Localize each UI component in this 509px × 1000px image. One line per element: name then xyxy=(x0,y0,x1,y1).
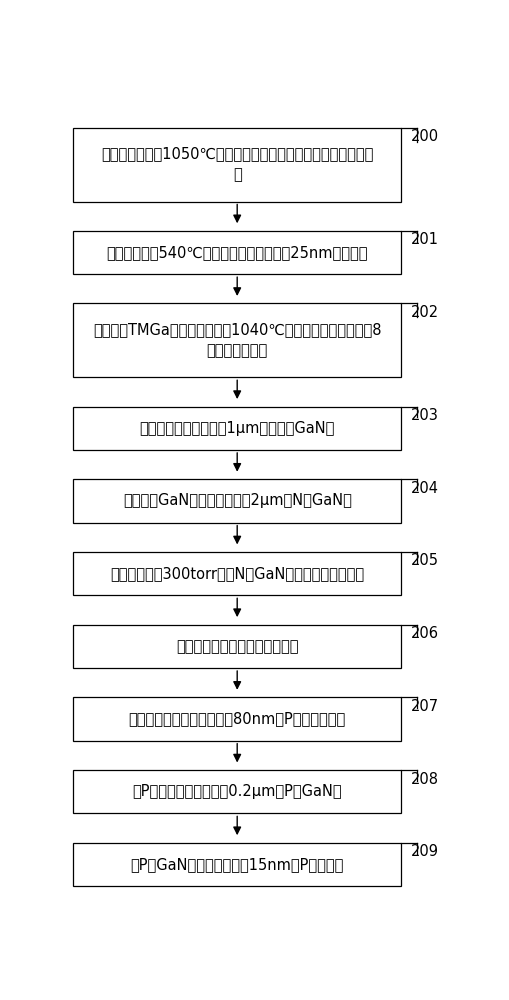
Text: 207: 207 xyxy=(411,699,439,714)
Bar xyxy=(73,552,401,595)
Text: 209: 209 xyxy=(411,844,439,859)
Text: 205: 205 xyxy=(411,553,439,568)
Text: 在应力释放层上生长多量子阱层: 在应力释放层上生长多量子阱层 xyxy=(176,639,298,654)
Text: 206: 206 xyxy=(411,626,439,641)
Bar xyxy=(73,128,401,202)
Text: 将压力控制在300torr，在N型GaN层上生长应力释放层: 将压力控制在300torr，在N型GaN层上生长应力释放层 xyxy=(110,566,364,581)
Bar xyxy=(73,697,401,741)
Bar xyxy=(73,303,401,377)
Bar xyxy=(73,625,401,668)
Text: 在P型电子阻挡层上生长0.2μm的P型GaN层: 在P型电子阻挡层上生长0.2μm的P型GaN层 xyxy=(132,784,342,799)
Text: 在缓冲层上生长厚度为1μm的未掺杂GaN层: 在缓冲层上生长厚度为1μm的未掺杂GaN层 xyxy=(139,421,335,436)
Text: 将温度控制为540℃，在衬底上生长厚度为25nm的缓冲层: 将温度控制为540℃，在衬底上生长厚度为25nm的缓冲层 xyxy=(106,245,368,260)
Text: 203: 203 xyxy=(411,408,439,423)
Text: 在P型GaN层上生长厚度为15nm的P型接触层: 在P型GaN层上生长厚度为15nm的P型接触层 xyxy=(130,857,344,872)
Text: 208: 208 xyxy=(411,772,439,787)
Text: 在多量子阱层上生长厚度为80nm的P型电子阻挡层: 在多量子阱层上生长厚度为80nm的P型电子阻挡层 xyxy=(129,712,346,727)
Text: 204: 204 xyxy=(411,481,439,496)
Bar xyxy=(73,407,401,450)
Text: 停止通入TMGa，将温度控制在1040℃，对缓冲层在原位进行8
分钟的退火处理: 停止通入TMGa，将温度控制在1040℃，对缓冲层在原位进行8 分钟的退火处理 xyxy=(93,322,381,358)
Text: 在未掺杂GaN层上生长厚度为2μm的N型GaN层: 在未掺杂GaN层上生长厚度为2μm的N型GaN层 xyxy=(123,493,352,508)
Text: 将衬底在温度为1050℃的纯氢气气氛里进行退火，并进行氮化处
理: 将衬底在温度为1050℃的纯氢气气氛里进行退火，并进行氮化处 理 xyxy=(101,147,374,183)
Text: 202: 202 xyxy=(411,305,439,320)
Text: 201: 201 xyxy=(411,232,439,247)
Bar xyxy=(73,770,401,813)
Text: 200: 200 xyxy=(411,129,439,144)
Bar xyxy=(73,843,401,886)
Bar xyxy=(73,231,401,274)
Bar xyxy=(73,479,401,523)
